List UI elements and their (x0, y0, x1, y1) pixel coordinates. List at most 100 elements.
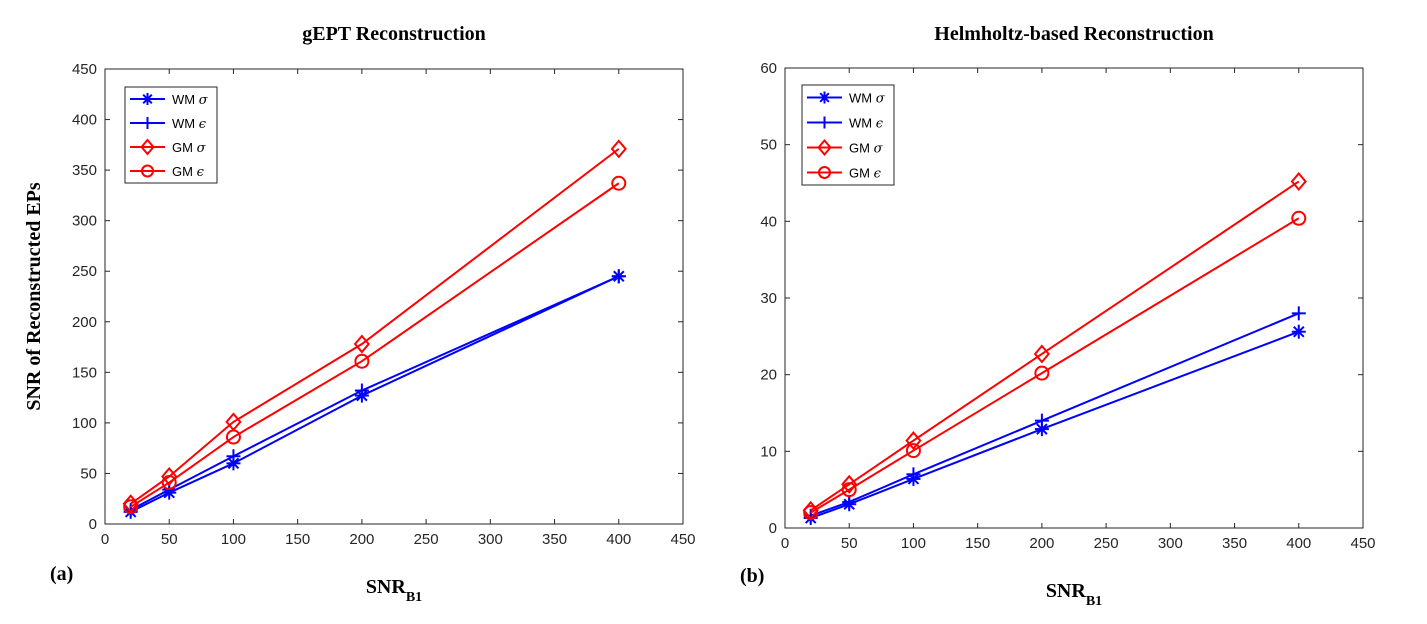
data-point (123, 499, 139, 515)
series-line (130, 275, 620, 513)
panel-label: (b) (740, 565, 764, 587)
data-point (842, 494, 857, 509)
data-point (226, 456, 241, 471)
x-tick-label: 0 (781, 535, 789, 552)
data-point (225, 429, 241, 445)
x-tick-label: 200 (349, 531, 374, 548)
series-wm-star (803, 324, 1306, 526)
x-tick-label: 300 (1158, 535, 1183, 552)
series-gm-circle (123, 175, 627, 515)
series-wm-plus (803, 306, 1306, 523)
series-line (810, 217, 1300, 514)
legend-marker (140, 138, 155, 156)
panel-label: (a) (50, 563, 73, 585)
data-point (354, 353, 370, 369)
legend-label: GM σ (849, 141, 884, 157)
x-tick-label: 250 (414, 531, 439, 548)
legend: WM σ WM ϵ GM σ GM ϵ (801, 84, 895, 186)
data-point (611, 269, 626, 284)
series-line (810, 180, 1300, 512)
y-tick-label: 300 (72, 213, 97, 230)
data-point (161, 475, 177, 491)
legend-entry: WM σ (807, 91, 886, 107)
legend-entry: WM σ (130, 92, 209, 108)
y-tick-label: 60 (760, 60, 777, 77)
data-point (906, 467, 921, 482)
data-point (1033, 344, 1051, 364)
data-point (1291, 324, 1306, 339)
data-point (905, 431, 922, 451)
data-point (354, 383, 369, 398)
x-tick-label: 450 (670, 531, 695, 548)
y-tick-label: 50 (760, 137, 777, 154)
x-tick-label: 50 (841, 535, 858, 552)
y-tick-label: 250 (72, 263, 97, 280)
y-tick-label: 400 (72, 112, 97, 129)
legend-label: WM σ (172, 92, 209, 108)
data-point (1291, 306, 1306, 321)
legend-box (124, 86, 218, 184)
y-tick-label: 0 (769, 520, 777, 537)
y-tick-label: 40 (760, 213, 777, 230)
x-tick-label: 150 (965, 535, 990, 552)
axes-box (104, 68, 684, 525)
y-tick-label: 200 (72, 314, 97, 331)
x-tick-label: 150 (285, 531, 310, 548)
series-line (810, 330, 1300, 519)
legend-label: GM ϵ (172, 164, 205, 180)
y-tick-label: 100 (72, 415, 97, 432)
legend-marker (818, 91, 831, 104)
legend-entry: WM ϵ (807, 116, 884, 132)
data-point (226, 449, 241, 464)
data-point (610, 139, 627, 159)
y-tick-label: 30 (760, 290, 777, 307)
y-tick-label: 350 (72, 162, 97, 179)
legend-marker (141, 93, 154, 105)
data-point (841, 482, 857, 498)
x-axis-label: SNRB1 (1046, 580, 1102, 609)
series-gm-circle (803, 210, 1307, 521)
y-tick-label: 10 (760, 443, 777, 460)
x-tick-label: 350 (1222, 535, 1247, 552)
x-tick-label: 450 (1350, 535, 1375, 552)
y-tick-label: 150 (72, 364, 97, 381)
x-tick-label: 100 (221, 531, 246, 548)
data-point (1291, 210, 1307, 226)
legend-label: WM ϵ (849, 116, 884, 132)
data-point (353, 334, 371, 354)
x-tick-label: 350 (542, 531, 567, 548)
legend-marker (141, 117, 154, 129)
series-line (130, 182, 620, 508)
y-tick-label: 50 (80, 465, 97, 482)
legend-entry: GM ϵ (807, 166, 882, 182)
chart-title: Helmholtz-based Reconstruction (934, 23, 1213, 45)
data-point (1034, 413, 1049, 428)
legend-entry: GM σ (130, 138, 207, 156)
x-tick-label: 0 (101, 531, 109, 548)
legend-marker (818, 166, 831, 179)
data-point (161, 466, 178, 487)
legend-label: WM σ (849, 91, 886, 107)
legend-marker (818, 116, 831, 129)
y-tick-label: 0 (89, 516, 97, 533)
series-gm-diamond (802, 171, 1307, 520)
legend-label: GM ϵ (849, 166, 882, 182)
x-tick-label: 100 (901, 535, 926, 552)
y-tick-label: 450 (72, 61, 97, 78)
legend: WM σ WM ϵ GM σ GM ϵ (124, 86, 218, 184)
x-axis-label: SNRB1 (366, 576, 422, 605)
y-axis-label: SNR of Reconstructed EPs (23, 182, 45, 411)
legend-entry: WM ϵ (130, 116, 207, 132)
data-point (905, 443, 921, 459)
x-tick-label: 200 (1029, 535, 1054, 552)
data-point (803, 505, 819, 521)
chart-title: gEPT Reconstruction (302, 23, 486, 45)
legend-marker (817, 138, 832, 157)
x-tick-label: 300 (478, 531, 503, 548)
chart-panel-1: gEPT Reconstruction 0 50 100 150 200 250 300 350… (23, 23, 696, 605)
legend-entry: GM ϵ (130, 164, 205, 180)
legend-label: WM ϵ (172, 116, 207, 132)
legend-label: GM σ (172, 140, 207, 156)
